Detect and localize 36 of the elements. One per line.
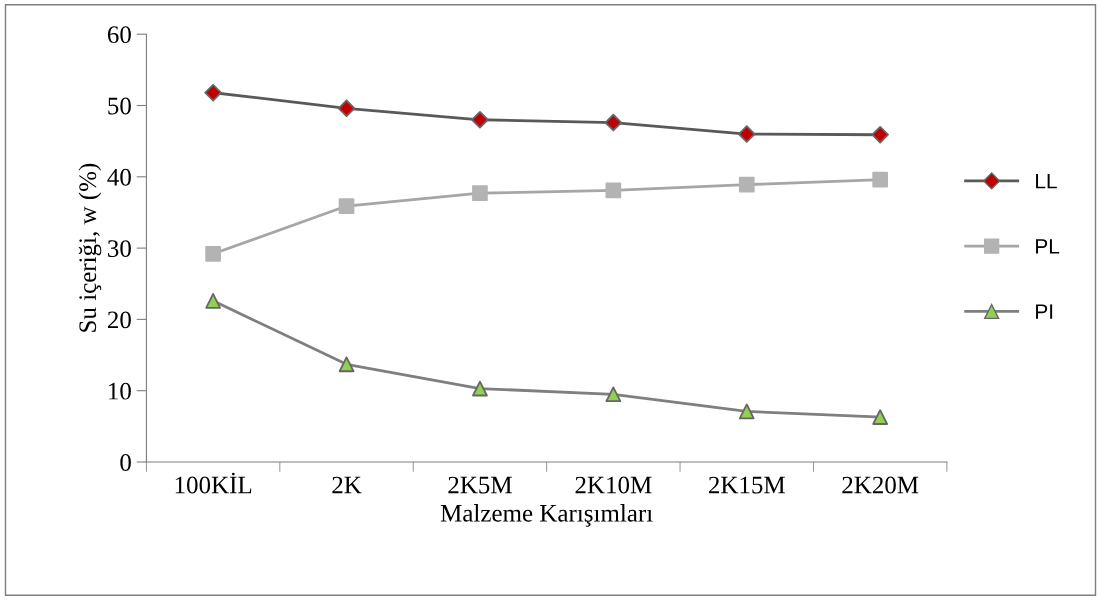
point	[204, 83, 222, 102]
x-tick-label: 2K	[332, 476, 362, 494]
point	[871, 125, 889, 144]
y-tick-label: 30	[108, 240, 131, 258]
point	[738, 403, 755, 420]
point	[605, 386, 622, 403]
y-tick-label: 40	[107, 168, 131, 186]
y-tick-label: 0	[120, 454, 131, 471]
x-tick-label: 2K10M	[575, 476, 652, 494]
point	[605, 182, 622, 199]
legend-label: LL	[1036, 173, 1057, 189]
point	[471, 110, 489, 129]
point	[205, 293, 221, 309]
point	[338, 198, 355, 214]
point	[738, 176, 755, 193]
legend-label: PI	[1036, 304, 1053, 319]
x-tick-label: 2K5M	[448, 476, 512, 494]
y-tick-label: 50	[108, 97, 131, 115]
point	[337, 99, 356, 118]
x-axis-title: Malzeme Karışımları	[440, 504, 653, 527]
point	[872, 409, 889, 425]
legend-label: PL	[1036, 239, 1060, 254]
x-tick-label: 2K20M	[842, 476, 919, 494]
x-tick-label: 100KİL	[175, 472, 252, 494]
point	[604, 113, 623, 132]
y-tick-label: 20	[107, 311, 131, 329]
point	[737, 125, 756, 143]
point	[338, 356, 355, 373]
y-tick-label: 60	[107, 26, 131, 44]
point	[472, 185, 488, 202]
point	[872, 171, 889, 188]
x-tick-label: 2K15M	[708, 476, 785, 494]
point	[205, 245, 221, 262]
y-axis-title: Su içeriği, w (%)	[78, 163, 102, 332]
point	[472, 380, 488, 397]
y-tick-label: 10	[109, 382, 131, 400]
